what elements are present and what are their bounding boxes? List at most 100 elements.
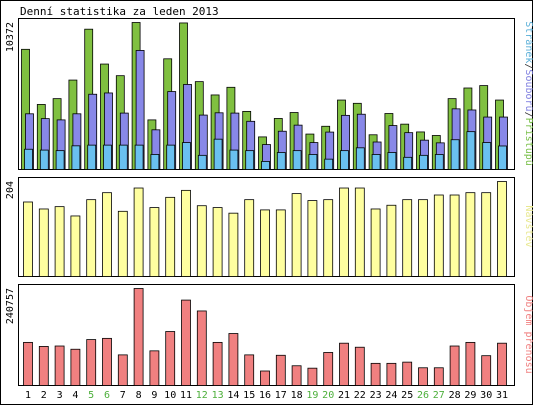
x-tick-label-13: 13 bbox=[212, 390, 224, 401]
bar-traffic-Objem přenosu-day-19 bbox=[307, 367, 318, 386]
bar-traffic-Objem přenosu-day-27 bbox=[433, 367, 444, 386]
bar-visits-Návštěv-day-22 bbox=[354, 187, 365, 277]
bar-traffic-Objem přenosu-day-13 bbox=[212, 341, 223, 386]
chart-panels: 10372 Stránek/Souborů/Přístupů204Návštěv2… bbox=[5, 18, 533, 386]
x-tick-label-5: 5 bbox=[88, 390, 94, 401]
bar-visits-Návštěv-day-15 bbox=[244, 199, 255, 277]
legend-entry: / bbox=[523, 63, 533, 69]
bar-traffic-Objem přenosu-day-20 bbox=[323, 352, 334, 386]
bar-traffic-Objem přenosu-day-7 bbox=[117, 354, 128, 386]
x-tick-label-16: 16 bbox=[259, 390, 271, 401]
bar-hits-Stránek-day-27 bbox=[434, 154, 444, 170]
panel-legend: Stránek/Souborů/Přístupů bbox=[523, 21, 533, 166]
bar-visits-Návštěv-day-1 bbox=[23, 201, 33, 277]
panel-hits: 10372 Stránek/Souborů/Přístupů bbox=[5, 18, 533, 170]
x-tick-label-14: 14 bbox=[227, 390, 239, 401]
panel-legend: Objem přenosu bbox=[523, 295, 533, 373]
bar-visits-Návštěv-day-10 bbox=[165, 196, 176, 277]
x-tick-label-3: 3 bbox=[57, 390, 63, 401]
bar-hits-Stránek-day-3 bbox=[55, 150, 65, 170]
x-tick-label-26: 26 bbox=[417, 390, 429, 401]
x-tick-label-6: 6 bbox=[104, 390, 110, 401]
bar-visits-Návštěv-day-28 bbox=[449, 194, 460, 277]
bar-traffic-Objem přenosu-day-3 bbox=[54, 345, 65, 386]
bar-traffic-Objem přenosu-day-14 bbox=[228, 333, 239, 386]
x-tick-label-9: 9 bbox=[151, 390, 157, 401]
bar-traffic-Objem přenosu-day-29 bbox=[465, 341, 476, 386]
bar-hits-Stránek-day-10 bbox=[166, 144, 176, 170]
bar-visits-Návštěv-day-9 bbox=[149, 207, 160, 277]
bar-traffic-Objem přenosu-day-25 bbox=[402, 361, 413, 386]
bar-traffic-Objem přenosu-day-4 bbox=[70, 348, 81, 386]
bar-visits-Návštěv-day-25 bbox=[402, 199, 413, 277]
bar-traffic-Objem přenosu-day-30 bbox=[481, 355, 492, 386]
bar-hits-Stránek-day-29 bbox=[466, 131, 476, 170]
x-tick-label-12: 12 bbox=[196, 390, 208, 401]
bar-traffic-Objem přenosu-day-28 bbox=[449, 345, 460, 386]
bar-visits-Návštěv-day-31 bbox=[497, 181, 507, 277]
bar-hits-Stránek-day-17 bbox=[276, 152, 286, 170]
bar-hits-Stránek-day-9 bbox=[150, 154, 160, 170]
bar-hits-Stránek-day-8 bbox=[134, 144, 144, 170]
bar-traffic-Objem přenosu-day-9 bbox=[149, 350, 160, 386]
x-tick-label-8: 8 bbox=[136, 390, 142, 401]
bar-visits-Návštěv-day-2 bbox=[38, 208, 49, 277]
bar-visits-Návštěv-day-14 bbox=[228, 212, 239, 277]
bar-hits-Stránek-day-12 bbox=[197, 154, 207, 170]
bar-traffic-Objem přenosu-day-23 bbox=[370, 362, 381, 386]
legend-entry: / bbox=[523, 112, 533, 118]
bar-visits-Návštěv-day-13 bbox=[212, 207, 223, 277]
bar-traffic-Objem přenosu-day-5 bbox=[86, 339, 97, 386]
bar-visits-Návštěv-day-7 bbox=[117, 210, 128, 277]
bar-hits-Stránek-day-24 bbox=[387, 152, 397, 170]
legend-entry: Objem přenosu bbox=[523, 295, 533, 373]
panel-traffic: 240757 Objem přenosu bbox=[5, 284, 533, 386]
bar-visits-Návštěv-day-17 bbox=[275, 209, 286, 277]
x-tick-label-30: 30 bbox=[480, 390, 492, 401]
x-tick-label-7: 7 bbox=[120, 390, 126, 401]
bar-hits-Stránek-day-11 bbox=[182, 142, 191, 170]
bar-traffic-Objem přenosu-day-6 bbox=[102, 337, 112, 386]
panel-legend: Návštěv bbox=[523, 205, 533, 247]
bar-visits-Návštěv-day-4 bbox=[70, 215, 81, 277]
bar-hits-Stránek-day-16 bbox=[261, 161, 270, 170]
x-tick-label-31: 31 bbox=[496, 390, 508, 401]
legend-entry: Souborů bbox=[523, 69, 533, 111]
bar-visits-Návštěv-day-26 bbox=[418, 199, 428, 277]
bar-traffic-Objem přenosu-day-11 bbox=[181, 299, 191, 386]
x-tick-label-10: 10 bbox=[164, 390, 176, 401]
panel-ymax-label: 240757 bbox=[5, 288, 16, 324]
bar-traffic-Objem přenosu-day-2 bbox=[38, 346, 49, 386]
bar-traffic-Objem přenosu-day-22 bbox=[354, 346, 365, 386]
bar-visits-Návštěv-day-23 bbox=[370, 208, 381, 277]
legend-entry: Návštěv bbox=[523, 205, 533, 247]
bar-visits-Návštěv-day-12 bbox=[196, 205, 207, 277]
bar-traffic-Objem přenosu-day-12 bbox=[196, 310, 207, 386]
bar-traffic-Objem přenosu-day-31 bbox=[497, 342, 507, 386]
bar-hits-Stránek-day-28 bbox=[450, 139, 460, 170]
bar-traffic-Objem přenosu-day-17 bbox=[275, 354, 286, 386]
bar-hits-Stránek-day-7 bbox=[118, 144, 128, 170]
chart-title: Denní statistika za leden 2013 bbox=[20, 5, 219, 18]
bar-hits-Stránek-day-22 bbox=[355, 147, 365, 170]
bar-visits-Návštěv-day-5 bbox=[86, 199, 97, 277]
x-tick-label-4: 4 bbox=[72, 390, 78, 401]
bar-hits-Stránek-day-13 bbox=[213, 138, 223, 170]
bar-hits-Stránek-day-18 bbox=[292, 150, 302, 170]
bar-visits-Návštěv-day-16 bbox=[260, 209, 270, 277]
x-tick-label-18: 18 bbox=[291, 390, 303, 401]
x-tick-label-23: 23 bbox=[370, 390, 382, 401]
bar-visits-Návštěv-day-18 bbox=[291, 193, 302, 277]
x-tick-label-15: 15 bbox=[243, 390, 255, 401]
bar-hits-Stránek-day-5 bbox=[87, 144, 97, 170]
x-tick-label-2: 2 bbox=[41, 390, 47, 401]
x-tick-label-11: 11 bbox=[180, 390, 192, 401]
x-tick-label-1: 1 bbox=[25, 390, 31, 401]
bar-hits-Stránek-day-2 bbox=[39, 149, 49, 170]
bar-visits-Návštěv-day-30 bbox=[481, 192, 492, 277]
bar-hits-Stránek-day-21 bbox=[340, 150, 349, 170]
bar-visits-Návštěv-day-29 bbox=[465, 192, 476, 277]
x-tick-label-25: 25 bbox=[401, 390, 413, 401]
bar-hits-Stránek-day-19 bbox=[308, 154, 318, 170]
x-tick-label-20: 20 bbox=[322, 390, 334, 401]
